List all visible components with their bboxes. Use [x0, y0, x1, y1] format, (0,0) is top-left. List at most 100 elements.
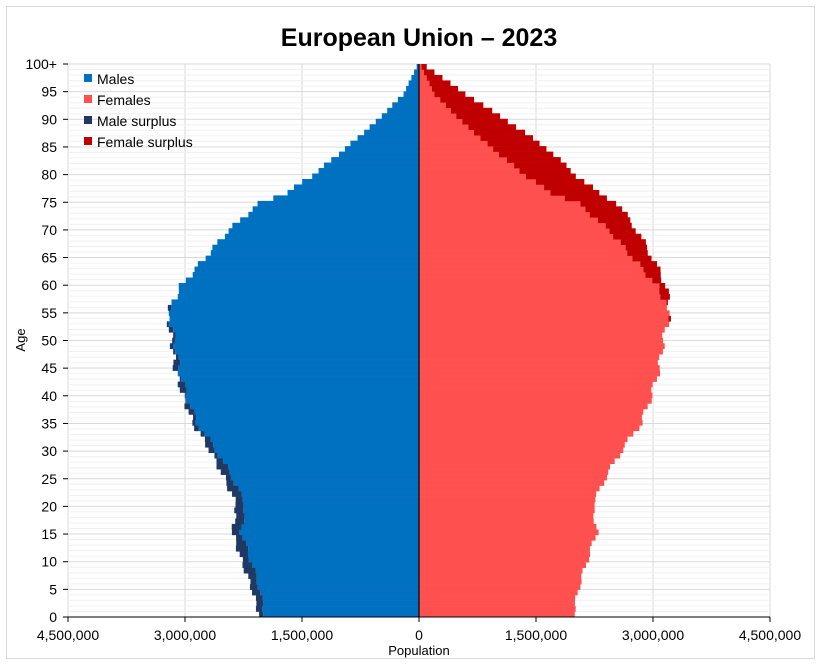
- male-bar: [257, 584, 419, 590]
- female-bar: [419, 157, 507, 163]
- female-surplus-bar: [544, 184, 594, 191]
- male-bar: [397, 96, 419, 103]
- female-bar: [419, 261, 641, 267]
- legend-label-females: Females: [97, 92, 151, 108]
- female-bar: [419, 332, 663, 339]
- male-bar: [387, 107, 419, 114]
- female-bar: [419, 140, 488, 147]
- female-surplus-bar: [519, 168, 571, 174]
- male-bar: [248, 211, 419, 218]
- legend-label-female-surplus: Female surplus: [97, 134, 193, 150]
- male-surplus-bar: [188, 408, 195, 415]
- male-bar: [239, 529, 419, 536]
- female-surplus-bar: [431, 85, 459, 92]
- male-surplus-bar: [220, 469, 230, 475]
- female-surplus-bar: [645, 272, 661, 278]
- female-bar: [419, 315, 669, 322]
- female-bar: [419, 606, 576, 612]
- female-bar: [419, 589, 578, 596]
- female-bar: [419, 436, 628, 443]
- female-surplus-bar: [429, 80, 451, 87]
- male-bar: [198, 425, 419, 432]
- male-bar: [238, 485, 419, 492]
- female-bar: [419, 469, 609, 475]
- male-bar: [262, 595, 419, 601]
- male-surplus-bar: [214, 452, 218, 459]
- female-surplus-bar: [564, 195, 607, 202]
- male-bar: [369, 124, 419, 131]
- male-bar: [403, 91, 419, 98]
- male-surplus-bar: [179, 387, 187, 393]
- male-surplus-bar: [169, 343, 174, 350]
- female-surplus-bar: [525, 173, 576, 180]
- male-surplus-bar: [173, 332, 176, 339]
- female-bar: [419, 365, 660, 371]
- male-bar: [302, 178, 419, 185]
- male-bar: [414, 69, 419, 76]
- female-bar: [419, 534, 596, 541]
- male-surplus-bar: [216, 458, 224, 464]
- male-surplus-bar: [235, 518, 245, 525]
- male-bar: [240, 217, 419, 224]
- female-surplus-bar: [480, 135, 534, 141]
- male-bar: [241, 523, 419, 530]
- male-surplus-bar: [177, 381, 186, 388]
- male-surplus-bar: [226, 480, 234, 486]
- male-bar: [408, 80, 419, 87]
- female-bar: [419, 200, 581, 207]
- female-bar: [419, 80, 430, 87]
- male-bar: [168, 310, 419, 317]
- chart-title: European Union – 2023: [281, 24, 557, 52]
- male-bar: [252, 562, 419, 569]
- male-bar: [196, 414, 419, 421]
- female-surplus-bar: [580, 200, 617, 207]
- female-bar: [419, 348, 663, 355]
- male-bar: [233, 480, 419, 486]
- male-bar: [416, 64, 419, 70]
- x-tick-label: 3,000,000: [622, 627, 684, 643]
- male-surplus-bar: [225, 474, 231, 481]
- male-bar: [171, 304, 419, 311]
- female-bar: [419, 595, 576, 601]
- male-bar: [242, 496, 419, 503]
- female-bar: [419, 195, 565, 202]
- female-bar: [419, 551, 591, 558]
- male-surplus-bar: [259, 611, 264, 618]
- male-bar: [263, 600, 419, 607]
- male-bar: [224, 233, 419, 240]
- female-bar: [419, 463, 611, 470]
- male-bar: [178, 365, 419, 371]
- female-bar: [419, 359, 658, 366]
- female-surplus-bar: [473, 129, 526, 136]
- male-bar: [185, 277, 419, 284]
- male-bar: [185, 381, 419, 388]
- male-bar: [171, 299, 419, 306]
- x-tick-label: 1,500,000: [505, 627, 567, 643]
- male-bar: [338, 151, 419, 158]
- male-bar: [323, 162, 419, 169]
- female-bar: [419, 523, 597, 530]
- male-bar: [273, 195, 419, 202]
- male-surplus-bar: [236, 512, 245, 519]
- x-axis-title: Population: [388, 643, 449, 658]
- male-surplus-bar: [204, 436, 211, 443]
- female-bar: [419, 540, 592, 547]
- female-surplus-bar: [659, 288, 669, 295]
- male-surplus-bar: [167, 304, 172, 311]
- female-bar: [419, 85, 432, 92]
- male-surplus-bar: [192, 419, 196, 426]
- female-bar: [419, 397, 652, 404]
- female-surplus-bar: [632, 255, 652, 262]
- female-bar: [419, 222, 606, 229]
- male-bar: [375, 118, 419, 125]
- male-bar: [173, 326, 419, 333]
- male-bar: [177, 370, 419, 377]
- male-bar: [223, 458, 419, 464]
- female-surplus-bar: [668, 315, 671, 322]
- male-surplus-bar: [235, 502, 244, 508]
- female-bar: [419, 74, 427, 81]
- male-bar: [229, 469, 419, 475]
- x-tick-label: 0: [415, 627, 423, 643]
- male-bar: [247, 551, 419, 558]
- y-tick-label: 65: [41, 250, 57, 266]
